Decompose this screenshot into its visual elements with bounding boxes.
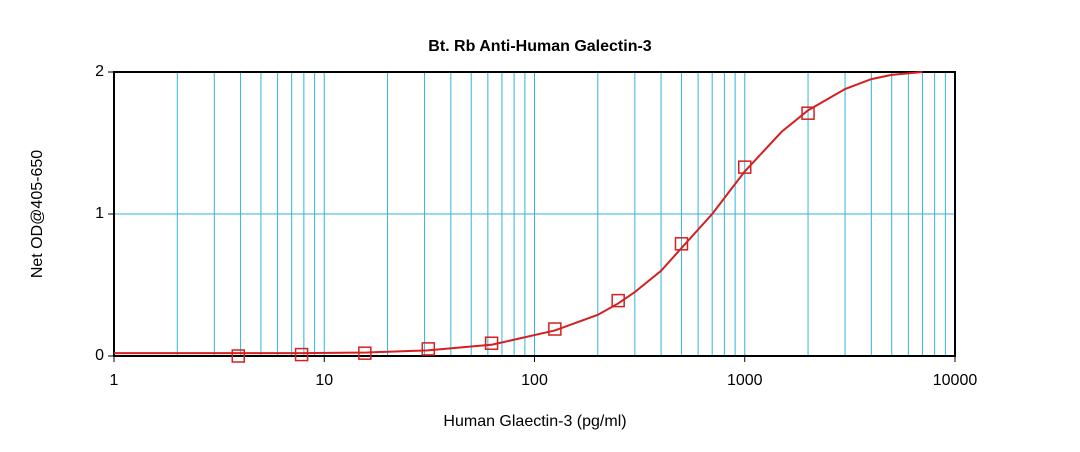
y-tick-label: 0 bbox=[95, 347, 104, 364]
data-point bbox=[611, 293, 625, 308]
data-point bbox=[738, 160, 752, 174]
x-tick-label: 10 bbox=[315, 372, 333, 389]
chart-title: Bt. Rb Anti-Human Galectin-3 bbox=[428, 38, 652, 55]
data-point bbox=[484, 336, 499, 350]
y-tick-label: 2 bbox=[95, 63, 104, 80]
data-point bbox=[358, 346, 372, 360]
data-point bbox=[801, 106, 815, 120]
x-axis-label: Human Glaectin-3 (pg/ml) bbox=[443, 413, 626, 430]
x-tick-label: 1 bbox=[110, 372, 119, 389]
data-point bbox=[231, 349, 246, 363]
data-point bbox=[548, 322, 562, 336]
data-point bbox=[674, 237, 689, 251]
y-axis-label: Net OD@405-650 bbox=[29, 150, 46, 278]
x-tick-label: 100 bbox=[521, 372, 548, 389]
x-tick-label: 10000 bbox=[933, 372, 978, 389]
plot-frame bbox=[113, 71, 956, 357]
y-tick-label: 1 bbox=[95, 205, 104, 222]
x-tick-label: 1000 bbox=[727, 372, 763, 389]
data-point bbox=[294, 347, 309, 362]
data-point bbox=[421, 342, 436, 356]
fit-curve bbox=[114, 71, 923, 355]
